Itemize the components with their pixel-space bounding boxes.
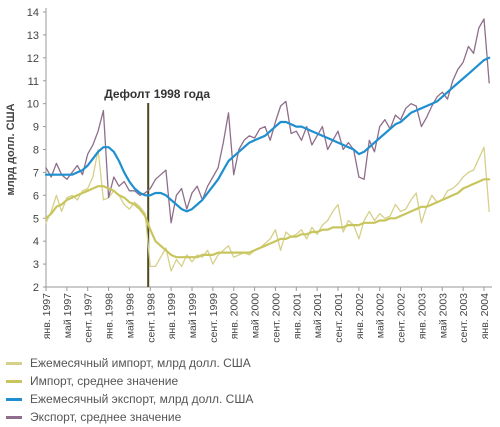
y-tick-label: 4 [33,236,39,248]
legend-swatch-import-avg [6,379,22,383]
x-tick-label: май 2002 [375,293,387,338]
series-import-monthly [45,146,490,272]
x-tick-label: янв. 2004 [479,293,491,339]
y-axis-label: млрд долл. США [5,103,17,195]
legend-item-export-avg: Экспорт, среднее значение [6,409,476,425]
x-tick-label: янв. 1997 [41,293,53,339]
x-tick-label: май 2000 [250,293,262,338]
legend-label-import-monthly: Ежемесячный импорт, млрд долл. США [30,356,251,370]
y-tick-label: 8 [33,145,39,157]
x-tick-label: янв. 1999 [166,293,178,339]
y-tick-label: 7 [33,167,39,179]
x-tick-label: янв. 1998 [104,293,116,339]
legend-swatch-export-avg [6,415,22,419]
y-tick-label: 11 [28,76,39,88]
x-tick-label: сент. 2003 [458,293,470,343]
x-tick-label: сент. 1999 [208,293,220,343]
legend-item-export-monthly: Ежемесячный экспорт, млрд долл. США [6,391,476,407]
y-tick-label: 12 [27,53,39,65]
x-tick-label: май 2001 [312,293,324,338]
chart-legend: Ежемесячный импорт, млрд долл. США Импор… [6,355,476,427]
x-tick-label: май 1997 [62,293,74,338]
legend-label-import-avg: Импорт, среднее значение [30,374,179,388]
y-tick-label: 13 [27,30,39,42]
x-tick-label: сент. 2001 [333,293,345,343]
y-tick-label: 2 [33,282,39,294]
y-tick-label: 5 [33,213,39,225]
x-tick-label: сент. 1997 [83,293,95,343]
legend-item-import-avg: Импорт, среднее значение [6,373,476,389]
legend-item-import-monthly: Ежемесячный импорт, млрд долл. США [6,355,476,371]
x-tick-label: янв. 2002 [354,293,366,339]
legend-swatch-import-monthly [6,361,22,365]
x-tick-label: сент. 2002 [396,293,408,343]
legend-label-export-avg: Экспорт, среднее значение [30,410,182,424]
series-export-avg [44,56,491,213]
y-tick-label: 14 [27,7,39,19]
x-tick-label: сент. 2000 [270,293,282,343]
x-tick-label: янв. 2000 [229,293,241,339]
x-tick-label: май 1999 [187,293,199,338]
series-import-avg [44,178,491,259]
y-tick-label: 3 [33,259,39,271]
x-tick-label: янв. 2001 [291,293,303,339]
y-tick-label: 6 [33,190,39,202]
x-tick-label: янв. 2003 [416,293,428,339]
x-tick-label: сент. 1998 [145,293,157,343]
chart-svg: 2 3 4 5 6 7 8 9 10 11 12 13 14 млрд долл. США янв. 199… [5,7,492,343]
x-tick-label: май 1998 [124,293,136,338]
x-tick-label: май 2003 [437,293,449,338]
y-tick-label: 10 [27,99,39,111]
y-tick-label: 9 [33,122,39,134]
legend-swatch-export-monthly [6,397,22,401]
legend-label-export-monthly: Ежемесячный экспорт, млрд долл. США [30,392,254,406]
default-annotation-label: Дефолт 1998 года [104,87,210,101]
